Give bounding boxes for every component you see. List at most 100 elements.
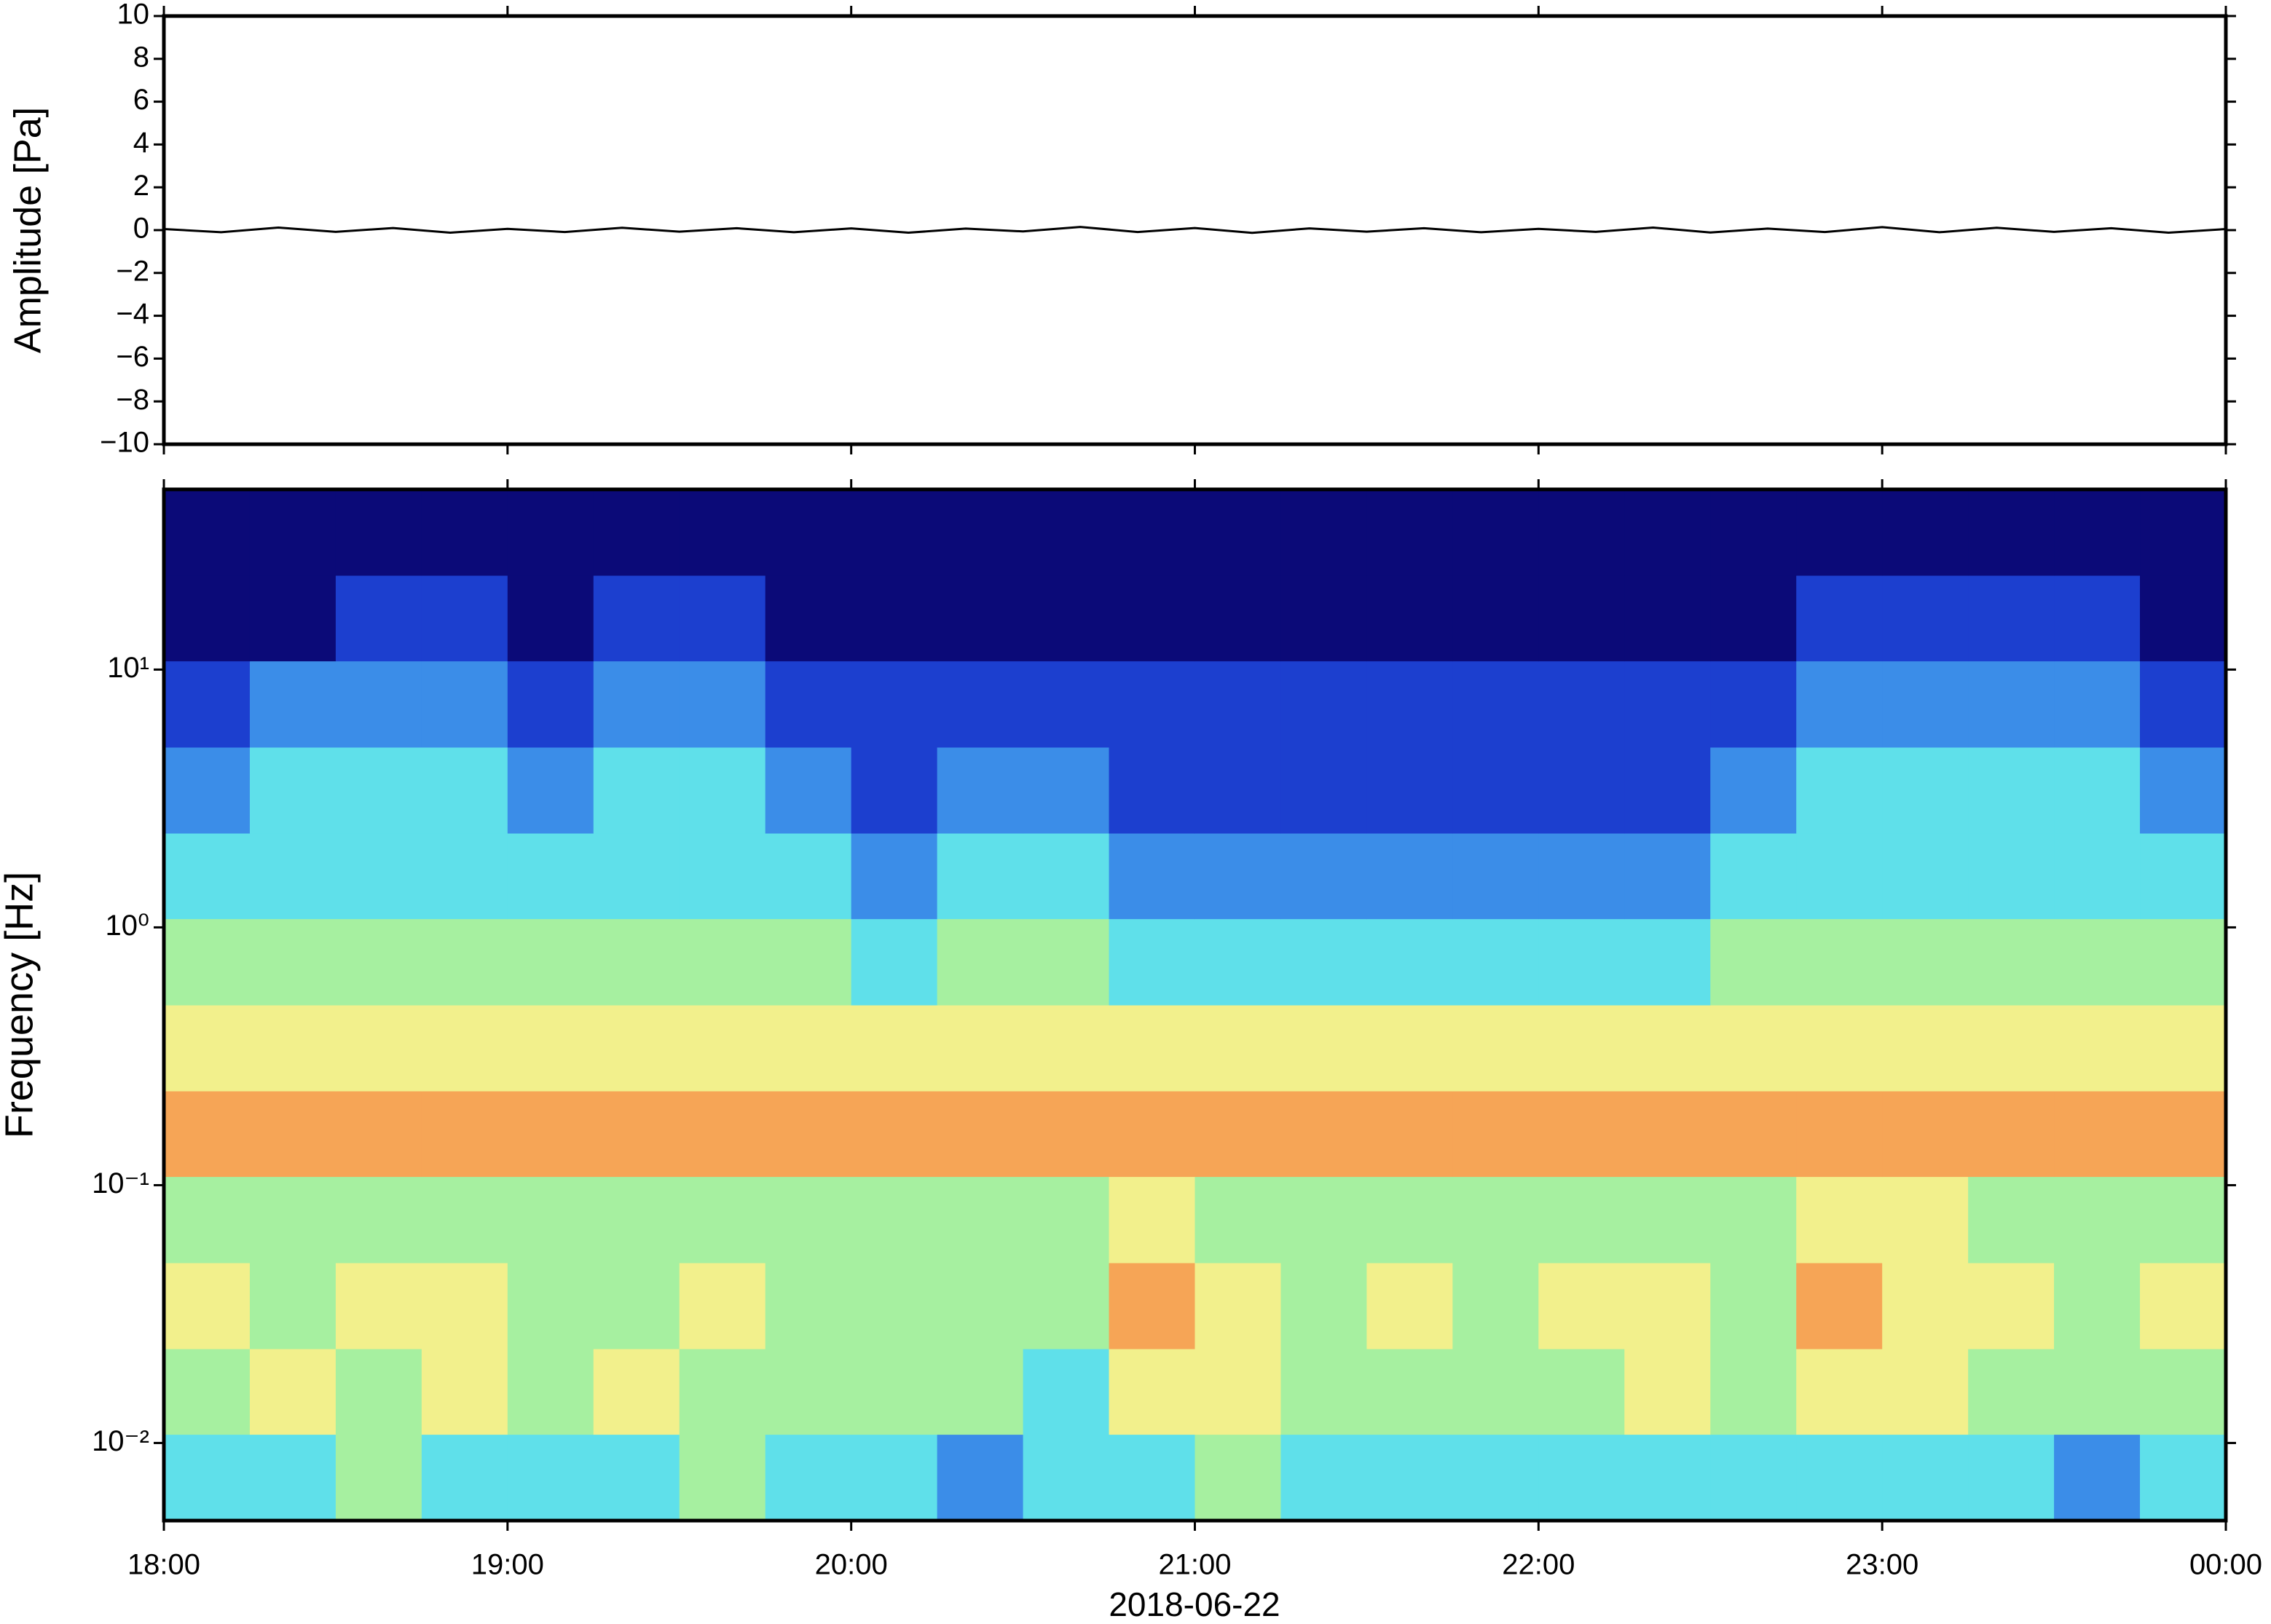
spectrogram-cell: [1366, 1263, 1453, 1349]
spectrogram-cell: [2054, 1263, 2141, 1349]
spectrogram-cell: [1280, 1263, 1367, 1349]
spectrogram-cell: [249, 1434, 336, 1521]
spectrogram-cell: [1194, 833, 1281, 920]
spectrogram-cell: [1023, 747, 1110, 834]
spectrogram-cell: [1624, 1091, 1711, 1178]
spectrogram-cell: [507, 833, 594, 920]
spectrogram-cell: [1538, 1005, 1625, 1092]
spectrogram-cell: [593, 1005, 680, 1092]
spectrogram-cell: [1452, 1005, 1539, 1092]
spectrogram-cell: [335, 1005, 422, 1092]
spectrogram-cell: [335, 1091, 422, 1178]
x-tick-label: 22:00: [1502, 1549, 1575, 1581]
spectrogram-cell: [593, 918, 680, 1006]
spectrogram-cell: [1538, 1091, 1625, 1178]
spectrogram-cell: [851, 918, 938, 1006]
spectrogram-cell: [1968, 575, 2055, 662]
spectrogram-cell: [2140, 489, 2227, 576]
spectrogram-cell: [421, 1349, 508, 1435]
spectrogram-cell: [249, 661, 336, 748]
y-tick-label: 6: [133, 84, 149, 116]
spectrogram-cell: [507, 1091, 594, 1178]
spectrogram-cell: [851, 1434, 938, 1521]
spectrogram-cell: [335, 747, 422, 834]
spectrogram-cell: [851, 1349, 938, 1435]
spectrogram-cell: [765, 747, 852, 834]
spectrogram-cell: [1882, 489, 1969, 576]
spectrogram-cell: [1452, 575, 1539, 662]
spectrogram-cell: [164, 918, 251, 1006]
spectrogram-cell: [2054, 1091, 2141, 1178]
spectrogram-cell: [1538, 1349, 1625, 1435]
spectrogram-cell: [1796, 1434, 1883, 1521]
x-tick-label: 21:00: [1158, 1549, 1231, 1581]
spectrogram-cell: [593, 1263, 680, 1349]
spectrogram-cell: [1109, 1005, 1195, 1092]
spectrogram-cell: [679, 918, 766, 1006]
spectrogram-cell: [2140, 1434, 2227, 1521]
spectrogram-cell: [679, 1349, 766, 1435]
spectrogram-cell: [1538, 1263, 1625, 1349]
spectrogram-cell: [1280, 833, 1367, 920]
spectrogram-cell: [1194, 1349, 1281, 1435]
spectrogram-cell: [1882, 661, 1969, 748]
spectrogram-cell: [335, 1349, 422, 1435]
spectrogram-cell: [421, 489, 508, 576]
spectrogram-cell: [1538, 833, 1625, 920]
spectrogram-cell: [1194, 489, 1281, 576]
spectrogram-cell: [679, 1091, 766, 1178]
spectrogram-cell: [249, 1005, 336, 1092]
spectrogram-cell: [1968, 1005, 2055, 1092]
spectrogram-cell: [679, 575, 766, 662]
spectrogram-cell: [507, 918, 594, 1006]
amplitude-y-label: Amplitude [Pa]: [7, 107, 50, 353]
x-tick-label: 20:00: [815, 1549, 888, 1581]
spectrogram-cell: [1109, 833, 1195, 920]
spectrogram-cell: [335, 918, 422, 1006]
spectrogram-cell: [1023, 1091, 1110, 1178]
spectrogram-cell: [1624, 489, 1711, 576]
spectrogram-cell: [679, 1176, 766, 1264]
spectrogram-cell: [1710, 575, 1797, 662]
spectrogram-cell: [164, 833, 251, 920]
spectrogram-cell: [1796, 1091, 1883, 1178]
spectrogram-cell: [1538, 661, 1625, 748]
y-tick-label: 4: [133, 127, 149, 159]
spectrogram-cell: [1280, 1176, 1367, 1264]
spectrogram-cell: [249, 575, 336, 662]
spectrogram-cell: [851, 575, 938, 662]
spectrogram-cell: [1109, 489, 1195, 576]
spectrogram-cell: [1624, 747, 1711, 834]
spectrogram-cell: [507, 1349, 594, 1435]
spectrogram-cell: [1624, 1263, 1711, 1349]
spectrogram-cell: [1366, 1434, 1453, 1521]
spectrogram-cell: [679, 833, 766, 920]
spectrogram-cell: [937, 918, 1024, 1006]
spectrogram-cell: [1710, 1176, 1797, 1264]
spectrogram-cell: [765, 833, 852, 920]
spectrogram-cell: [1968, 661, 2055, 748]
spectrogram-cell: [937, 575, 1024, 662]
spectrogram-cell: [1796, 1176, 1883, 1264]
spectrogram-cell: [421, 661, 508, 748]
y-tick-label: 10⁻²: [92, 1425, 149, 1457]
spectrogram-cell: [2140, 1005, 2227, 1092]
spectrogram-cell: [1882, 918, 1969, 1006]
spectrogram-cell: [1194, 747, 1281, 834]
spectrogram-cell: [1366, 833, 1453, 920]
spectrogram-cell: [2140, 661, 2227, 748]
spectrogram-cell: [1796, 1263, 1883, 1349]
spectrogram-cell: [937, 1434, 1024, 1521]
spectrogram-cell: [765, 1176, 852, 1264]
spectrogram-cell: [765, 1263, 852, 1349]
spectrogram-cell: [1023, 1349, 1110, 1435]
spectrogram-cell: [335, 489, 422, 576]
spectrogram-cell: [1194, 1091, 1281, 1178]
spectrogram-cell: [1194, 918, 1281, 1006]
spectrogram-cell: [851, 1005, 938, 1092]
spectrogram-cell: [1968, 1263, 2055, 1349]
spectrogram-cell: [1710, 489, 1797, 576]
spectrogram-cell: [1366, 918, 1453, 1006]
spectrogram-cell: [2140, 1349, 2227, 1435]
spectrogram-cell: [1624, 1005, 1711, 1092]
